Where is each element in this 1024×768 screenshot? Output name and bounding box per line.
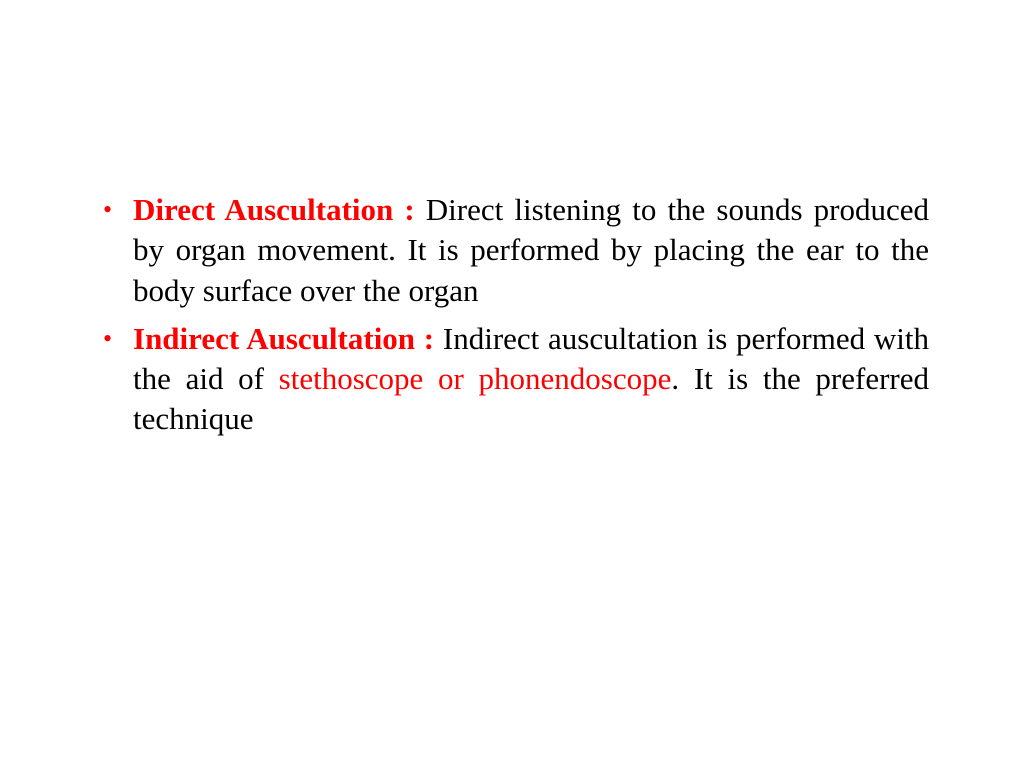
highlighted-text: stethoscope or phonendoscope	[279, 361, 672, 396]
list-item: Indirect Auscultation : Indirect auscult…	[95, 319, 929, 440]
term-heading: Direct Auscultation :	[133, 192, 426, 227]
term-heading: Indirect Auscultation :	[133, 321, 443, 356]
definition-list: Direct Auscultation : Direct listening t…	[95, 190, 929, 440]
list-item: Direct Auscultation : Direct listening t…	[95, 190, 929, 311]
